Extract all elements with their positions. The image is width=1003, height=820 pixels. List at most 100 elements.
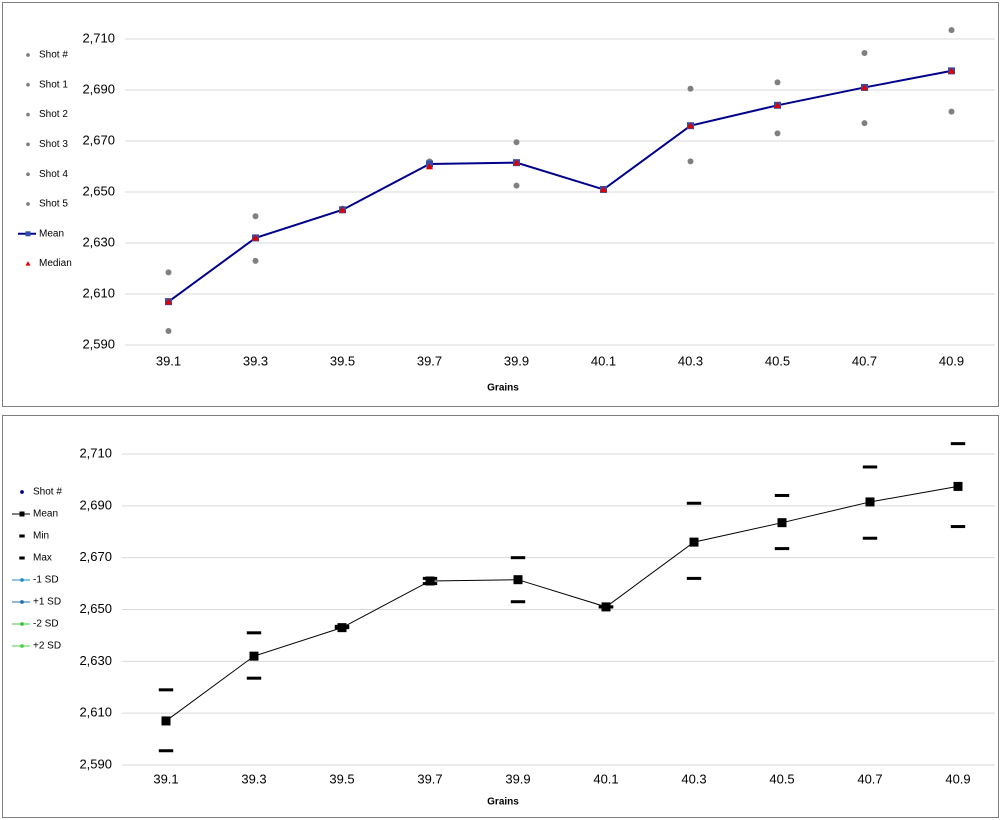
point [26, 172, 30, 177]
point [165, 327, 172, 334]
point [20, 490, 24, 494]
x-tick-label: 39.1 [153, 771, 178, 786]
point [948, 108, 955, 115]
point [862, 536, 878, 540]
point [774, 79, 781, 86]
x-tick-label: 40.3 [681, 771, 706, 786]
point [26, 202, 30, 206]
x-tick-label: 39.5 [329, 771, 354, 786]
legend-label: Max [33, 553, 52, 564]
point [426, 163, 433, 170]
point [513, 182, 520, 189]
x-axis-title: Grains [487, 383, 519, 394]
legend-label: +1 SD [33, 597, 61, 608]
x-tick-label: 39.7 [417, 771, 442, 786]
point [252, 213, 259, 220]
y-tick-label: 2,710 [82, 30, 115, 45]
legend-label: +2 SD [33, 641, 61, 652]
point [687, 85, 694, 92]
point [249, 651, 259, 661]
point [19, 511, 25, 517]
point [19, 556, 25, 560]
y-tick-label: 2,650 [82, 183, 115, 198]
point [861, 50, 868, 57]
legend-label: Mean [33, 509, 58, 520]
y-tick-label: 2,630 [82, 234, 115, 249]
point [20, 622, 24, 626]
chart-frame [2, 415, 999, 818]
legend-label: Min [33, 531, 49, 542]
legend-label: -1 SD [33, 575, 59, 586]
series-line [165, 485, 959, 722]
point [158, 749, 174, 753]
point [252, 257, 259, 264]
point [26, 112, 30, 117]
legend-label: Shot 5 [39, 199, 68, 210]
legend-label: -2 SD [33, 619, 59, 630]
x-tick-label: 40.7 [857, 771, 882, 786]
point [26, 142, 30, 147]
point [165, 298, 172, 305]
y-tick-label: 2,590 [79, 756, 112, 771]
point [687, 122, 694, 129]
point [425, 576, 435, 586]
point [689, 537, 699, 547]
point [422, 582, 438, 586]
point [334, 624, 350, 628]
series-line [167, 69, 952, 303]
y-tick-label: 2,650 [79, 601, 112, 616]
bottom-chart: Grains 2,590 2,610 2,630 2,650 2,670 2,690 2,7… [2, 415, 999, 818]
point [19, 534, 25, 538]
point [948, 27, 955, 34]
x-axis-title: Grains [487, 797, 519, 808]
point [20, 578, 24, 582]
y-tick-label: 2,690 [79, 497, 112, 512]
x-tick-label: 40.3 [678, 353, 703, 368]
y-tick-label: 2,710 [79, 445, 112, 460]
legend-label: Shot # [39, 50, 68, 61]
x-tick-label: 40.9 [939, 353, 964, 368]
point [26, 53, 30, 57]
chart-frame [2, 2, 999, 407]
point [422, 576, 438, 580]
legend-label: Shot 1 [39, 79, 68, 90]
point [774, 493, 790, 497]
point [339, 206, 346, 213]
legend-label: Shot 3 [39, 139, 68, 150]
point [686, 501, 702, 505]
point [598, 605, 614, 609]
top-chart: Grains 2,590 2,610 2,630 2,650 2,670 2,690 2,7… [2, 2, 999, 407]
point [862, 465, 878, 469]
point [777, 518, 787, 528]
point [686, 576, 702, 580]
point [20, 644, 24, 648]
point [26, 82, 30, 87]
x-tick-label: 39.5 [330, 353, 355, 368]
point [953, 481, 963, 491]
point [510, 556, 526, 560]
point [20, 600, 24, 604]
point [600, 185, 607, 193]
point [513, 575, 523, 585]
y-tick-label: 2,670 [79, 549, 112, 564]
legend-label: Shot 4 [39, 169, 68, 180]
point [687, 158, 694, 165]
point [774, 547, 790, 551]
point [774, 101, 781, 109]
legend-label: Median [39, 258, 72, 269]
y-tick-label: 2,630 [79, 653, 112, 668]
point [950, 442, 966, 446]
point [165, 269, 172, 276]
point [158, 688, 174, 692]
point [861, 120, 868, 127]
point [252, 234, 259, 241]
legend-label: Shot # [33, 487, 62, 498]
point [513, 139, 520, 146]
x-tick-label: 39.7 [417, 353, 442, 368]
y-tick-label: 2,610 [79, 705, 112, 720]
point [513, 159, 520, 166]
point [246, 676, 262, 680]
x-tick-label: 40.1 [593, 771, 618, 786]
legend-label: Mean [39, 228, 64, 239]
x-tick-label: 39.9 [504, 353, 529, 368]
